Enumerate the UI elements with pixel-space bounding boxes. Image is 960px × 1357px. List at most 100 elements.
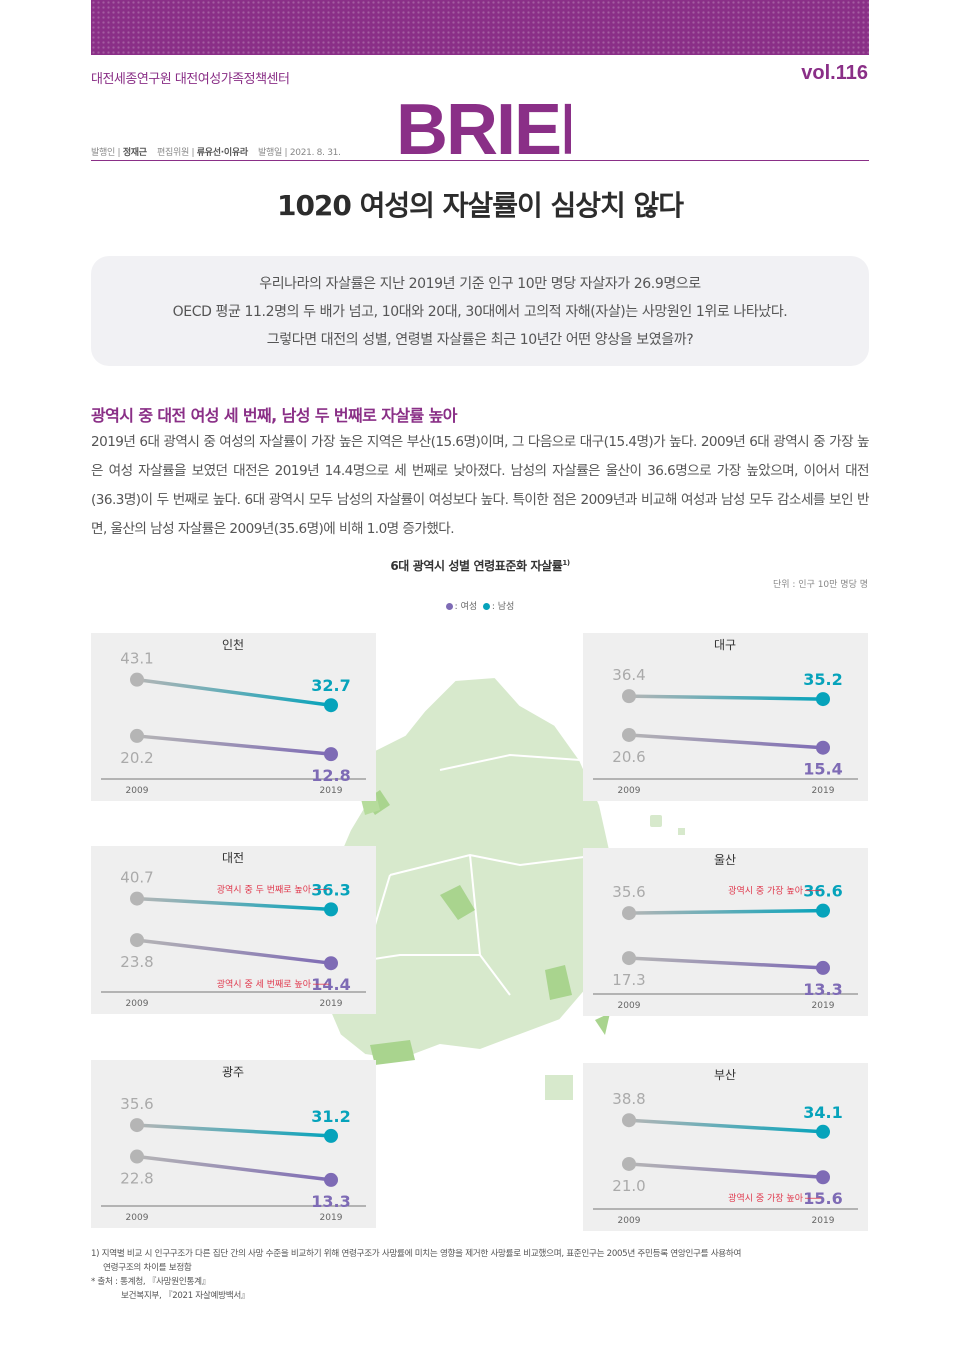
female-2019-label: 15.6 [803,1189,842,1208]
female-2009-point [622,951,636,966]
female-2019-point [816,960,830,975]
female-2019-point [816,740,830,755]
city-name: 대구 [714,638,736,652]
summary-box: 우리나라의 자살률은 지난 2019년 기준 인구 10만 명당 자살자가 26… [91,256,869,366]
male-series-line [136,1123,332,1138]
female-2009-point [130,1149,144,1164]
header-divider [91,160,869,161]
female-2009-point [130,728,144,743]
city-panel-ulsan: 울산 2009 2019 35.6 17.3 36.6 13.3 광역시 중 가장 높아 [583,848,868,1016]
footnote-1-cont: 연령구조의 차이를 보정함 [103,1263,192,1273]
city-chart-svg: 인천 2009 2019 43.1 20.2 32.7 12.8 [101,637,366,796]
legend-male-dot [482,603,490,610]
male-2019-label: 36.6 [803,882,842,901]
city-name: 인천 [222,637,244,652]
page-title: 1020 여성의 자살률이 심상치 않다 [276,189,684,222]
male-2009-label: 38.8 [612,1090,645,1108]
section-heading: 광역시 중 대전 여성 세 번째, 남성 두 번째로 자살률 높아 [91,406,457,425]
female-2019-label: 12.8 [311,766,350,785]
x-tick-label: 2009 [618,786,641,796]
male-2009-point [622,689,636,704]
female-2009-label: 20.6 [612,748,645,766]
footnotes: 1) 지역별 비교 시 인구구조가 다른 집단 간의 사망 수준을 비교하기 위… [91,1247,881,1303]
chart-title: 6대 광역시 성별 연령표준화 자살률1) [390,559,570,573]
city-chart-svg: 대전 2009 2019 40.7 23.8 36.3 14.4 광역시 중 두 번째로 높아… [101,851,366,1009]
female-2009-point [130,933,144,948]
female-series-line [628,1162,824,1179]
male-2019-point [324,698,338,713]
male-2009-label: 43.1 [120,650,153,668]
male-2019-label: 31.2 [311,1107,350,1126]
female-series-line [136,938,332,965]
male-2019-point [324,1128,338,1143]
brief-logo-text: BRIEF [396,90,571,158]
female-2009-label: 21.0 [612,1177,645,1195]
header-pattern-band [91,0,869,55]
male-2019-point [816,903,830,918]
legend-female-dot [445,603,453,610]
male-2019-point [816,692,830,707]
summary-line: 우리나라의 자살률은 지난 2019년 기준 인구 10만 명당 자살자가 26… [259,276,701,292]
female-2009-label: 17.3 [612,971,645,989]
female-2009-point [622,1156,636,1171]
flower-icon [470,88,496,92]
city-chart-svg: 대구 2009 2019 36.4 20.6 35.2 15.4 [593,638,858,796]
female-note: 광역시 중 가장 높아 [728,1192,804,1204]
female-series-line [628,733,824,750]
chart-unit: 단위 : 인구 10만 명당 명 [772,580,868,590]
x-tick-label: 2009 [126,999,149,1009]
female-2019-label: 14.4 [311,975,350,994]
male-note: 광역시 중 두 번째로 높아 [217,883,312,895]
female-2009-label: 23.8 [120,953,153,971]
city-name: 대전 [222,851,244,865]
city-panel-gwangju: 광주 2009 2019 35.6 22.8 31.2 13.3 [91,1060,376,1228]
male-2019-label: 36.3 [311,880,350,899]
chart-legend: : 여성 : 남성 [0,599,960,612]
publication-meta: 발행인 | 정재근 편집위원 | 류유선·이유라 발행일 | 2021. 8. … [91,148,341,158]
female-2019-label: 13.3 [311,1192,350,1211]
female-2019-label: 15.4 [803,760,842,779]
x-tick-label: 2019 [812,786,835,796]
male-2019-label: 34.1 [803,1103,842,1122]
summary-line: OECD 평균 11.2명의 두 배가 넘고, 10대와 20대, 30대에서 … [172,304,788,320]
male-2009-point [130,672,144,687]
male-2009-label: 40.7 [120,869,153,887]
brief-logo: BRIEF [396,88,571,158]
male-2019-point [816,1124,830,1139]
summary-line: 그렇다면 대전의 성별, 연령별 자살률은 최근 10년간 어떤 양상을 보였을… [266,332,694,348]
city-panel-busan: 부산 2009 2019 38.8 21.0 34.1 15.6 광역시 중 가장 높아 [583,1063,868,1231]
x-tick-label: 2019 [320,1213,343,1223]
male-note: 광역시 중 가장 높아 [728,885,804,897]
volume-number: vol.116 [801,62,868,84]
female-2019-point [816,1170,830,1185]
male-series-line [136,896,332,912]
city-panel-daegu: 대구 2009 2019 36.4 20.6 35.2 15.4 [583,633,868,801]
female-series-line [136,734,332,756]
male-2009-point [622,1113,636,1128]
city-name: 광주 [222,1065,244,1079]
male-series-line [628,1118,824,1134]
city-chart-svg: 광주 2009 2019 35.6 22.8 31.2 13.3 [101,1065,366,1223]
male-2009-point [130,891,144,906]
city-panel-incheon: 인천 2009 2019 43.1 20.2 32.7 12.8 [91,633,376,801]
x-tick-label: 2019 [812,1001,835,1011]
female-2009-point [622,727,636,742]
male-2009-point [130,1118,144,1133]
male-2009-label: 35.6 [612,883,645,901]
city-name: 울산 [714,853,736,867]
female-series-line [628,956,824,970]
female-2019-point [324,747,338,762]
male-2019-point [324,902,338,917]
male-2009-label: 35.6 [120,1095,153,1113]
footnote-1: 1) 지역별 비교 시 인구구조가 다른 집단 간의 사망 수준을 비교하기 위… [91,1249,742,1259]
female-2019-label: 13.3 [803,980,842,999]
x-tick-label: 2009 [618,1216,641,1226]
male-series-line [136,677,332,707]
male-2009-point [622,906,636,921]
female-2009-label: 22.8 [120,1170,153,1188]
female-2019-point [324,1172,338,1187]
city-name: 부산 [714,1068,736,1082]
male-2009-label: 36.4 [612,666,645,684]
male-2019-label: 32.7 [311,676,350,695]
